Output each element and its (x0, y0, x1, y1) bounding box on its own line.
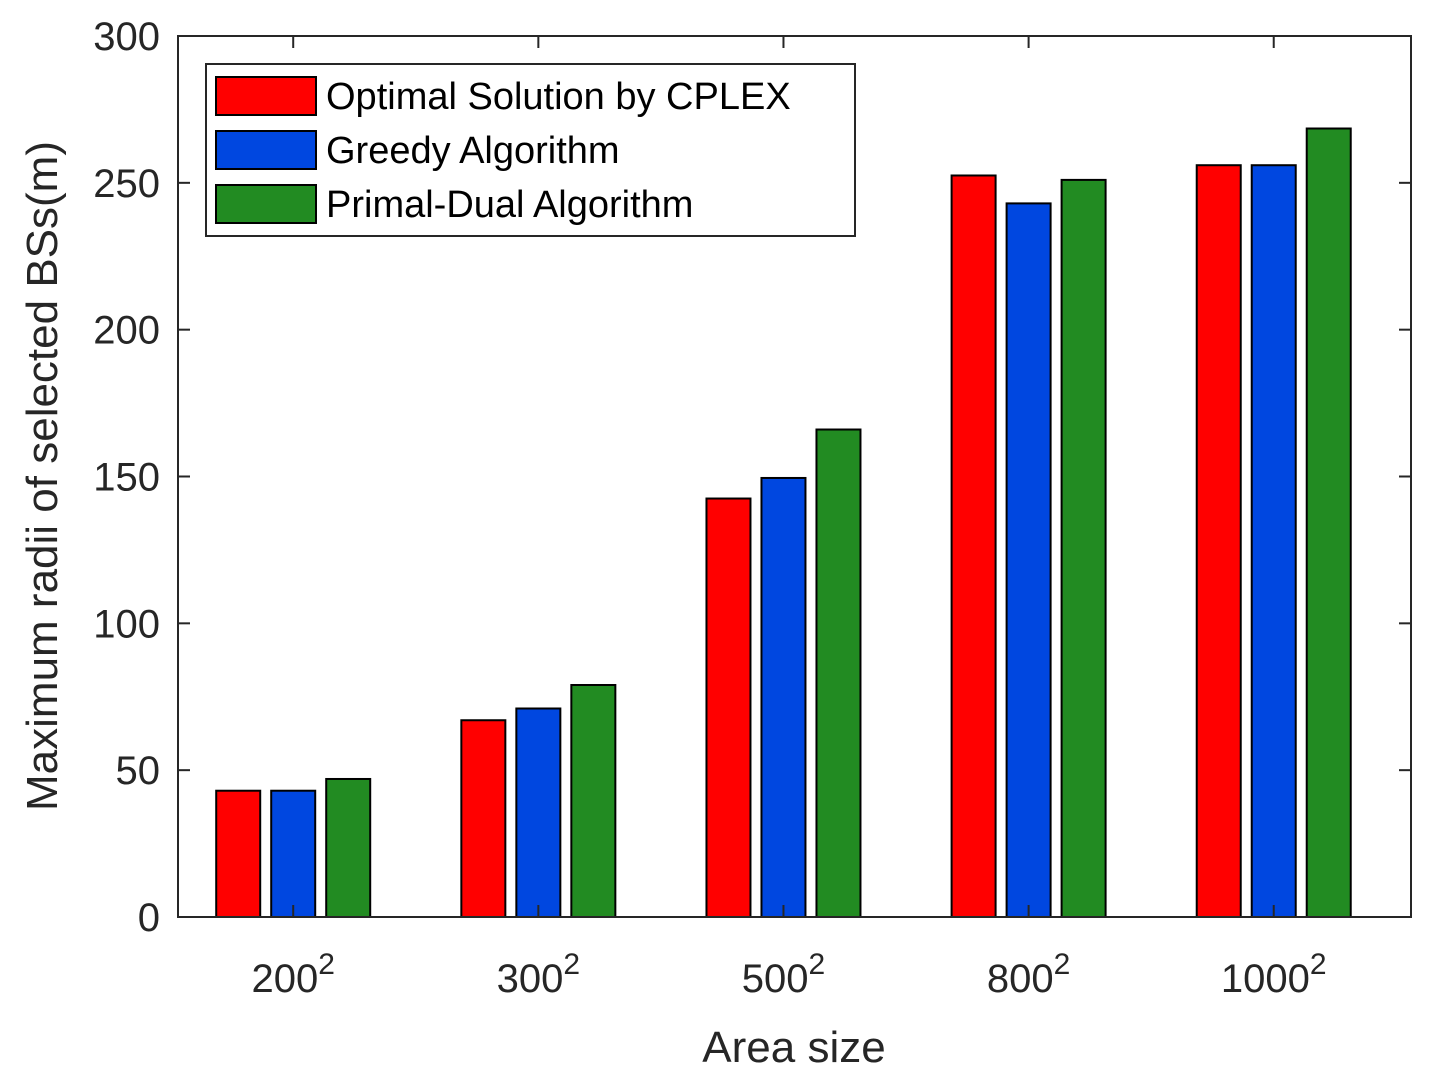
x-tick-label-200: 2002 (251, 948, 334, 1001)
bar-500-series-2 (760, 476, 807, 918)
bars-layer (215, 127, 1352, 919)
bar-800-series-1 (950, 174, 997, 919)
bar-800-series-3 (1060, 178, 1107, 918)
bar-300-series-3 (570, 684, 617, 919)
legend-swatch-1 (215, 76, 317, 116)
legend-swatch-3 (215, 184, 317, 224)
bar-300-series-1 (460, 719, 507, 919)
x-axis-title: Area size (702, 1023, 885, 1072)
y-tick-label-200: 200 (93, 309, 160, 353)
bar-200-series-3 (325, 777, 372, 919)
y-axis-title: Maximum radii of selected BSs(m) (18, 141, 67, 811)
bar-1000-series-1 (1195, 164, 1242, 919)
y-tick-label-50: 50 (116, 749, 161, 793)
bar-300-series-2 (515, 707, 562, 918)
x-tick-label-800: 8002 (987, 948, 1070, 1001)
x-tick-label-500: 5002 (742, 948, 825, 1001)
ticks-layer (178, 35, 1411, 918)
bar-500-series-1 (705, 497, 752, 918)
x-tick-labels: 2002 3002 5002 8002 10002 (251, 948, 1326, 1001)
x-tick-label-300: 3002 (497, 948, 580, 1001)
y-tick-label-150: 150 (93, 456, 160, 500)
bar-200-series-2 (270, 789, 317, 918)
bar-1000-series-2 (1250, 164, 1297, 919)
legend-label-3: Primal-Dual Algorithm (326, 184, 693, 226)
y-tick-label-100: 100 (93, 602, 160, 646)
y-tick-labels: 0 50 100 150 200 250 300 (93, 15, 160, 940)
bar-1000-series-3 (1305, 127, 1352, 918)
bar-500-series-3 (815, 428, 862, 918)
y-tick-label-300: 300 (93, 15, 160, 59)
legend: Optimal Solution by CPLEX Greedy Algorith… (205, 63, 856, 237)
y-tick-label-0: 0 (138, 896, 160, 940)
y-tick-label-250: 250 (93, 162, 160, 206)
bar-800-series-2 (1005, 202, 1052, 918)
x-tick-label-1000: 10002 (1221, 948, 1327, 1001)
legend-label-2: Greedy Algorithm (326, 130, 620, 172)
legend-swatch-2 (215, 130, 317, 170)
bar-200-series-1 (215, 789, 262, 918)
legend-label-1: Optimal Solution by CPLEX (326, 76, 791, 118)
